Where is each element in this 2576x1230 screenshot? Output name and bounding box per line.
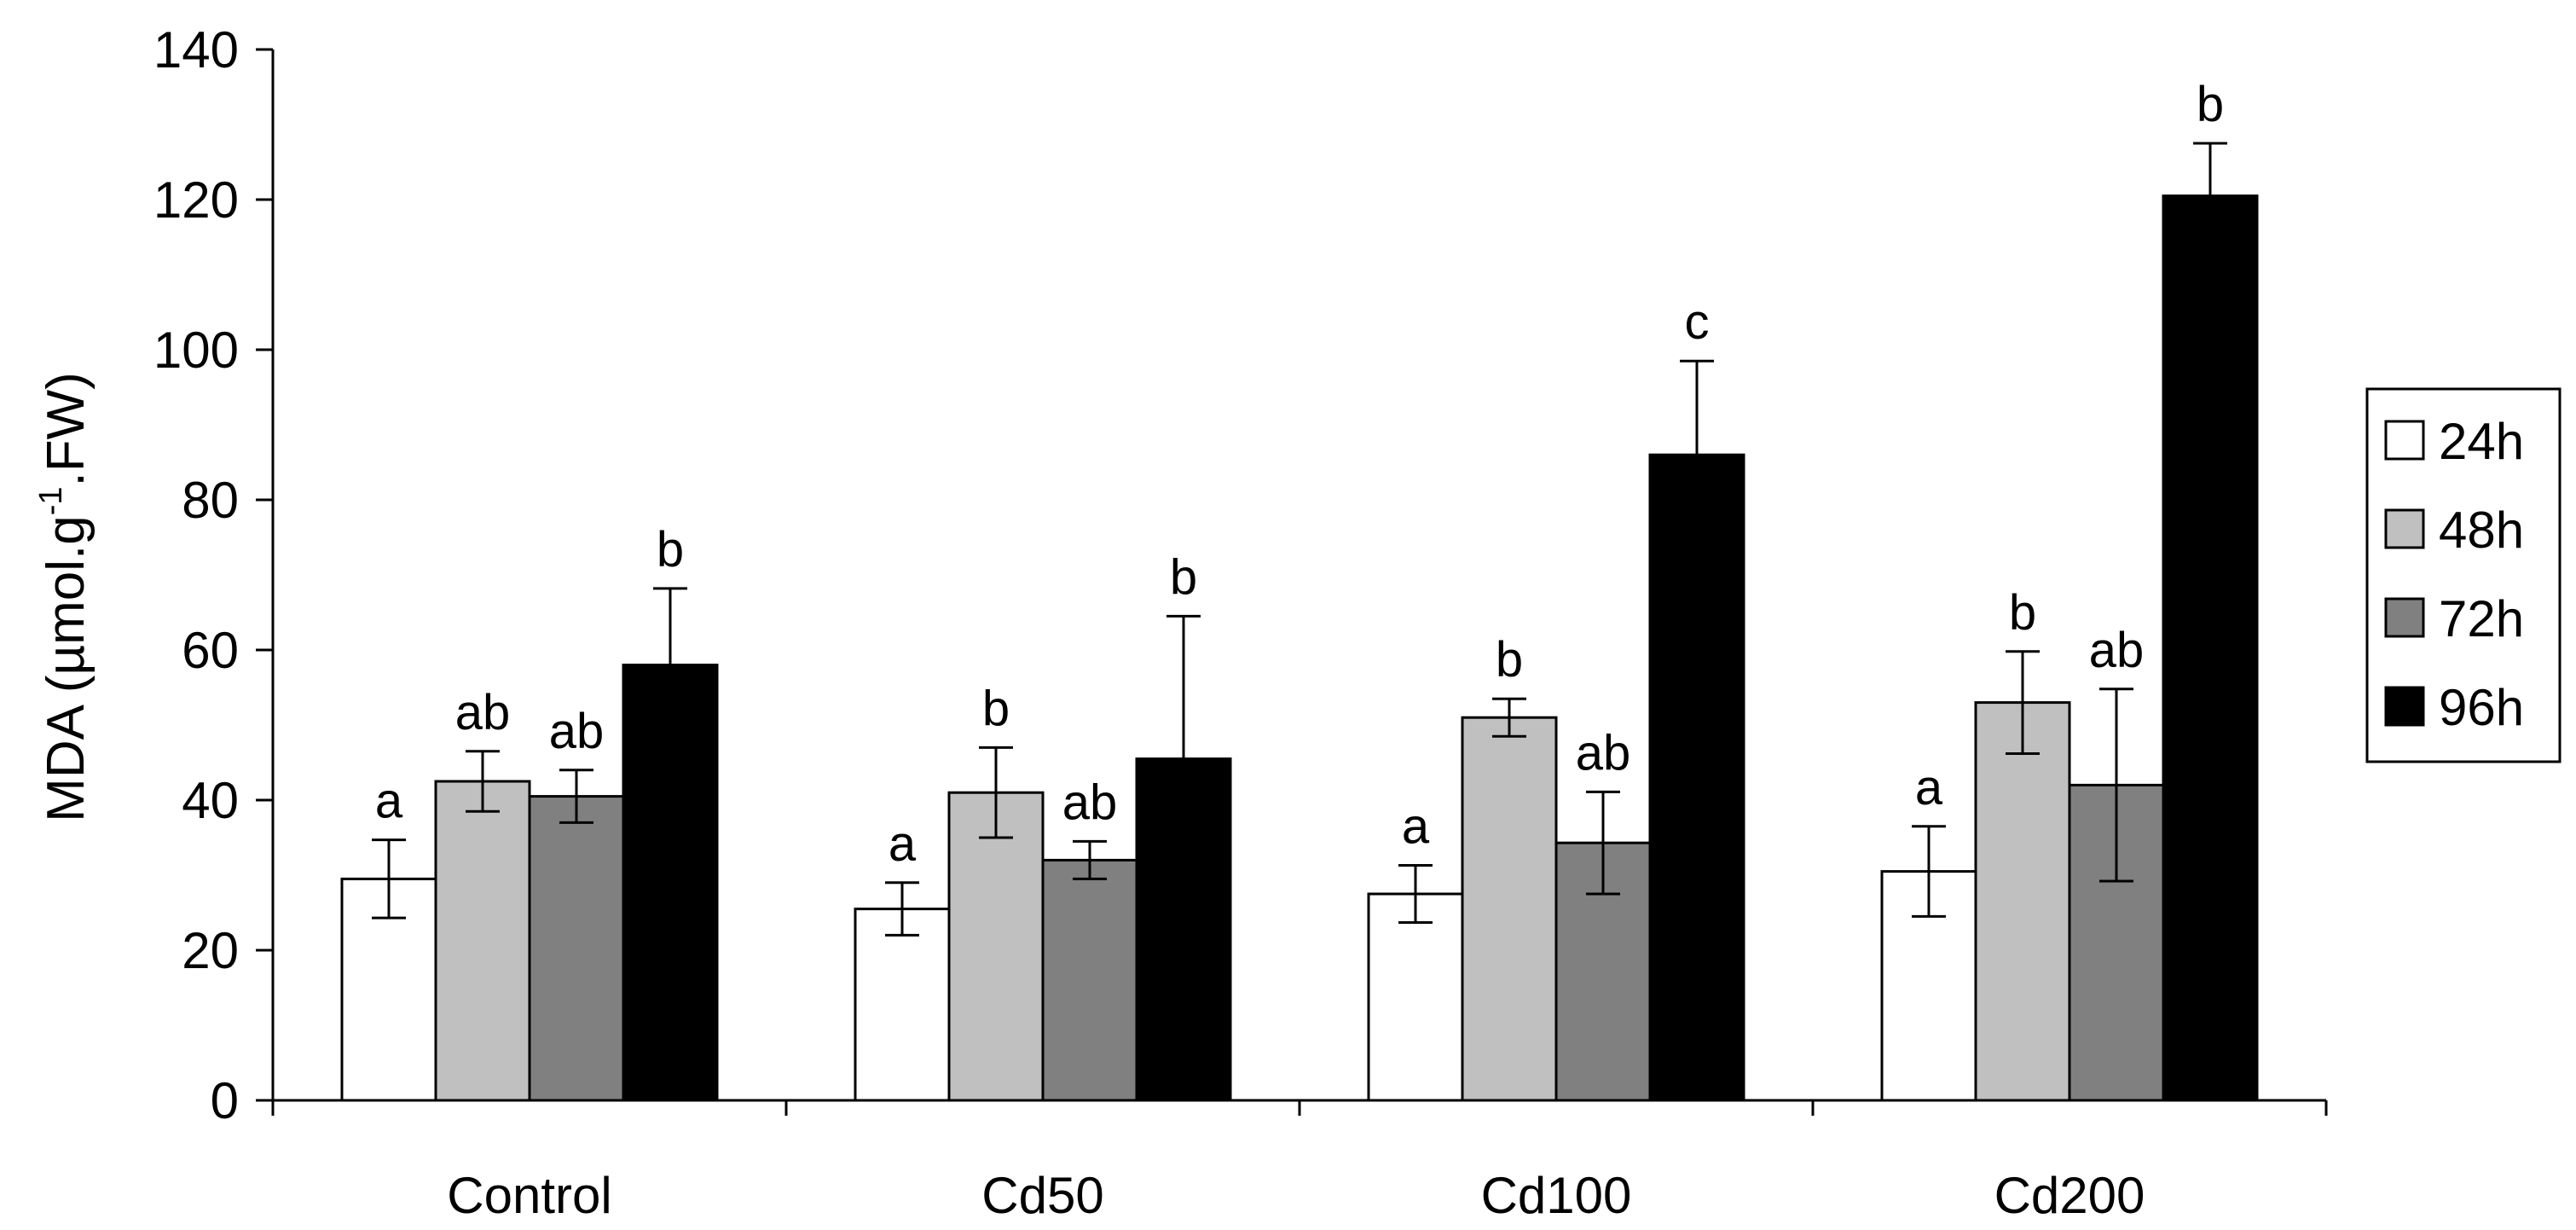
x-tick-label: Cd200: [1994, 1167, 2145, 1224]
y-tick-label: 100: [153, 322, 239, 379]
bar-96h-Cd100: [1648, 453, 1745, 1102]
significance-label: b: [657, 522, 684, 577]
x-tick-label: Cd50: [981, 1167, 1103, 1224]
legend-label-24h: 24h: [2439, 413, 2524, 470]
significance-label: a: [1915, 760, 1943, 815]
legend-label-48h: 48h: [2439, 502, 2524, 559]
y-axis-label: MDA (µmol.g-1.FW): [33, 372, 96, 822]
bar-48h-Cd100: [1461, 716, 1558, 1102]
y-axis-label-sup: -1: [33, 486, 69, 515]
y-tick-label: 0: [211, 1072, 239, 1129]
bar-24h-Cd50: [854, 908, 951, 1102]
y-axis-label-tail: .FW): [37, 372, 96, 486]
significance-label: ab: [2089, 623, 2145, 678]
significance-label: b: [2009, 585, 2036, 641]
bar-48h-Cd50: [947, 791, 1045, 1102]
significance-label: ab: [1576, 725, 1631, 780]
significance-label: ab: [549, 704, 605, 759]
significance-label: b: [1170, 549, 1197, 605]
bar-96h-Cd200: [2162, 194, 2259, 1102]
y-tick-label: 60: [182, 622, 239, 679]
significance-label: b: [2197, 77, 2224, 132]
legend-label-96h: 96h: [2439, 679, 2524, 736]
bar-72h-Control: [528, 795, 625, 1102]
legend-label-72h: 72h: [2439, 590, 2524, 647]
significance-label: b: [982, 681, 1010, 736]
y-tick-label: 40: [182, 772, 239, 829]
bar-48h-Cd200: [1974, 701, 2071, 1102]
legend: 24h 48h 72h 96h: [2365, 387, 2562, 763]
significance-label: a: [375, 774, 403, 829]
x-tick-label: Cd100: [1481, 1167, 1632, 1224]
legend-swatch-48h: [2384, 508, 2425, 549]
y-axis-label-main: MDA (µmol.g: [37, 515, 96, 822]
x-tick-label: Control: [447, 1167, 611, 1224]
significance-label: a: [889, 816, 917, 872]
legend-swatch-96h: [2384, 686, 2425, 727]
significance-label: b: [1496, 632, 1523, 688]
bar-24h-Cd100: [1367, 892, 1464, 1102]
significance-label: c: [1685, 294, 1710, 350]
significance-label: ab: [1062, 775, 1118, 830]
legend-swatch-72h: [2384, 597, 2425, 638]
y-tick-label: 120: [153, 171, 239, 229]
significance-label: ab: [455, 685, 511, 740]
y-tick-label: 20: [182, 922, 239, 979]
y-tick-label: 80: [182, 472, 239, 529]
y-axis: 0 20 40 60 80 100 120 140: [153, 21, 273, 1129]
legend-swatch-24h: [2384, 420, 2425, 461]
significance-label: a: [1402, 799, 1430, 855]
bar-72h-Cd50: [1041, 858, 1138, 1102]
y-tick-label: 140: [153, 21, 239, 78]
axes: Control Cd50 Cd100 Cd200: [271, 49, 2328, 1224]
bar-48h-Control: [434, 780, 531, 1102]
